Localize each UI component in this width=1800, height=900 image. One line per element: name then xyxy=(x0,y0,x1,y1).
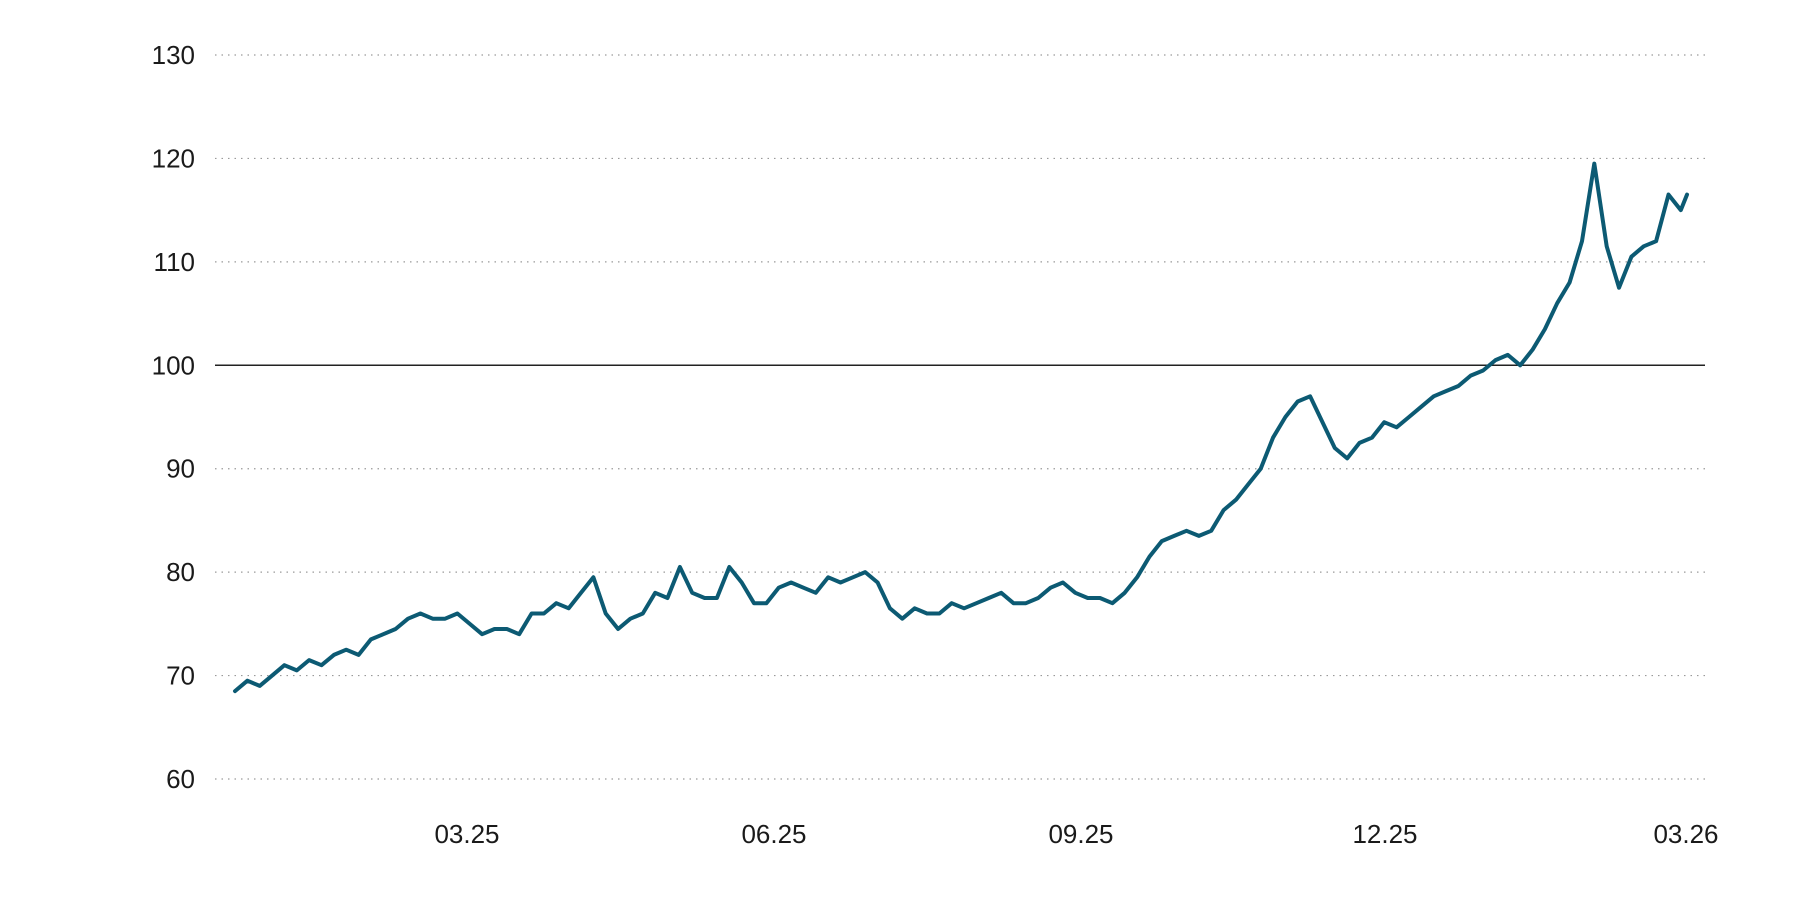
x-tick-label: 09.25 xyxy=(1048,819,1113,849)
x-tick-label: 03.25 xyxy=(434,819,499,849)
y-tick-label: 60 xyxy=(166,764,195,794)
y-tick-label: 130 xyxy=(152,40,195,70)
y-tick-label: 110 xyxy=(154,247,195,277)
y-tick-label: 120 xyxy=(152,143,195,173)
x-tick-label: 12.25 xyxy=(1352,819,1417,849)
x-axis-tick-labels: 03.25 06.25 09.25 12.25 03.26 xyxy=(434,819,1718,849)
x-tick-label: 03.26 xyxy=(1653,819,1718,849)
gridlines xyxy=(215,54,1705,780)
x-tick-label: 06.25 xyxy=(741,819,806,849)
y-tick-label: 70 xyxy=(166,661,195,691)
y-tick-label: 100 xyxy=(152,350,195,380)
y-tick-label: 90 xyxy=(166,454,195,484)
y-tick-label: 80 xyxy=(166,557,195,587)
series-line xyxy=(233,161,1689,694)
y-axis-tick-labels: 60 70 80 90 100 110 120 130 xyxy=(152,40,195,794)
